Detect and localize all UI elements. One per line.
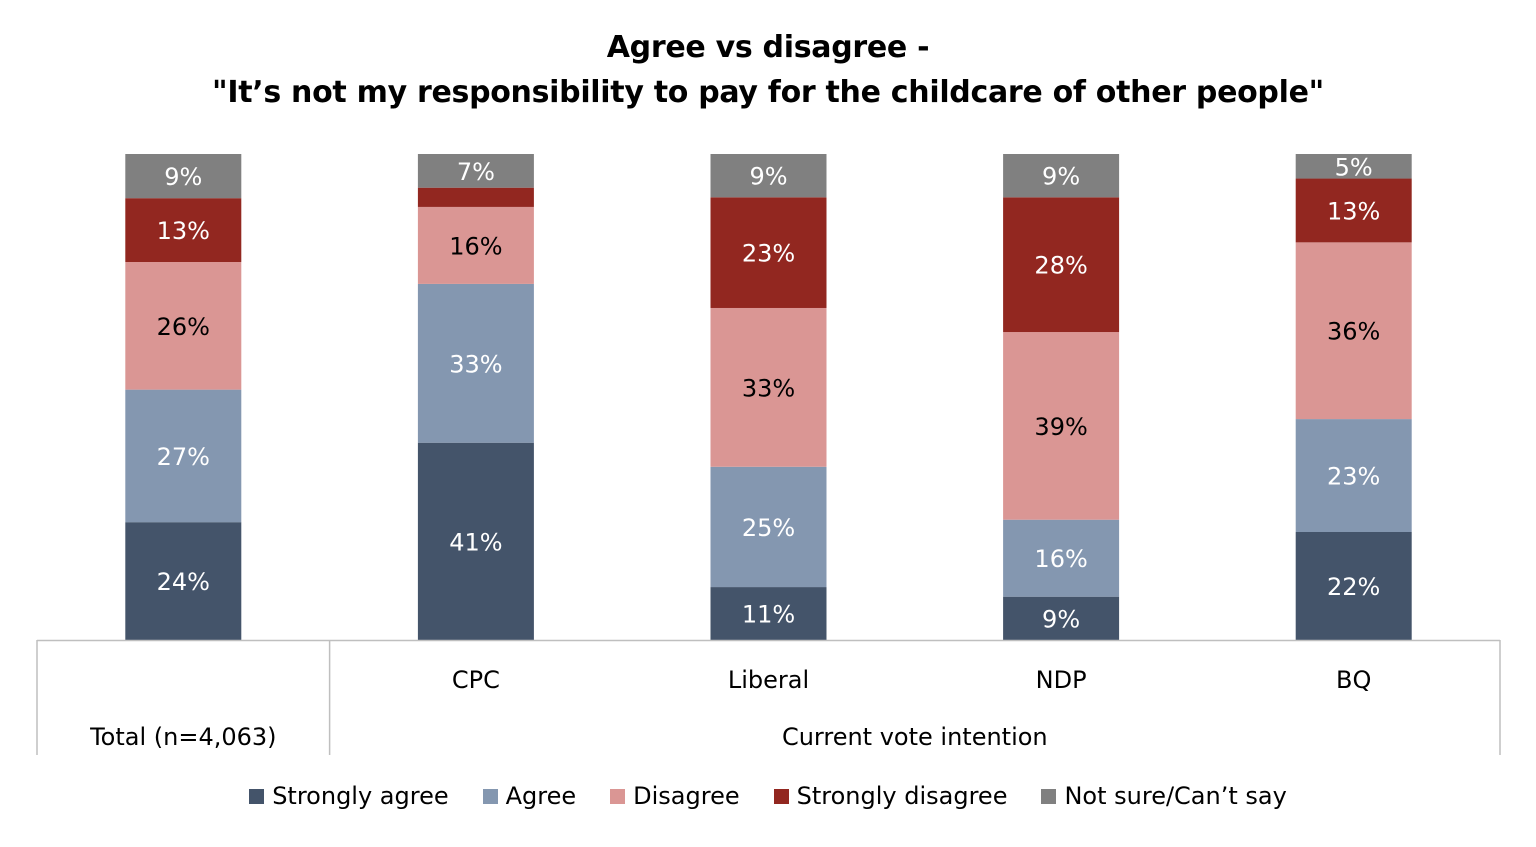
bar-segment-strongly-agree-2 [710,587,827,640]
legend-swatch [249,788,265,804]
bar-segment-strongly-disagree-0 [125,198,242,262]
bar-segment-disagree-2 [710,307,827,467]
data-label: 33% [742,374,795,402]
bar-segment-strongly-agree-3 [1003,596,1120,640]
bar-segment-strongly-agree-1 [417,442,534,640]
data-label: 23% [1327,463,1380,491]
data-label: 13% [1327,197,1380,225]
data-label: 9% [1042,605,1080,633]
x-tick-label: CPC [452,666,500,694]
bar-segment-strongly-disagree-4 [1295,178,1412,243]
legend-label: Not sure/Can’t say [1064,782,1287,810]
data-label: 28% [1034,252,1087,280]
data-label: 24% [157,568,210,596]
bar-segment-not-sure-can-t-say-0 [125,154,242,199]
bar-segment-strongly-agree-0 [125,522,242,640]
bar-segment-not-sure-can-t-say-4 [1295,154,1412,179]
data-label: 16% [1034,545,1087,573]
data-label: 23% [742,240,795,268]
bar-segment-agree-0 [125,389,242,523]
bar-segment-not-sure-can-t-say-2 [710,154,827,198]
data-label: 25% [742,514,795,542]
data-label: 36% [1327,318,1380,346]
bar-segment-agree-3 [1003,519,1120,597]
legend-swatch [773,788,789,804]
chart-title-line2: "It’s not my responsibility to pay for t… [212,75,1324,110]
data-label: 9% [164,163,202,191]
bar-segment-not-sure-can-t-say-3 [1003,154,1120,198]
x-tick-label: Liberal [728,666,809,694]
bar-segment-agree-2 [710,466,827,588]
bar-segment-disagree-3 [1003,332,1120,520]
legend-label: Strongly agree [272,782,449,810]
bar-segment-disagree-1 [417,206,534,284]
bar-segment-strongly-disagree-3 [1003,197,1120,333]
x-tick-label: BQ [1336,666,1371,694]
bar-segment-disagree-4 [1295,242,1412,420]
data-label: 11% [742,601,795,629]
legend-item: Agree [482,782,577,810]
legend-swatch [1041,788,1057,804]
bar-segment-agree-4 [1295,419,1412,532]
bar-segment-not-sure-can-t-say-1 [417,154,534,188]
legend-item: Strongly disagree [773,782,1008,810]
legend-item: Strongly agree [249,782,449,810]
x-tick-label: Total (n=4,063) [89,723,276,751]
data-label: 26% [157,313,210,341]
legend-swatch [482,788,498,804]
data-label: 16% [449,232,502,260]
chart-legend: Strongly agree Agree Disagree Strongly disa… [0,782,1536,810]
chart-title-line1: Agree vs disagree - [606,30,930,65]
bar-segment-strongly-agree-4 [1295,532,1412,640]
data-label: 9% [749,163,787,191]
data-label: 27% [157,443,210,471]
data-label: 13% [157,217,210,245]
x-group-label: Current vote intention [782,723,1048,751]
bar-segment-strongly-disagree-1 [417,187,534,207]
data-label: 39% [1034,413,1087,441]
bar-segment-disagree-0 [125,262,242,390]
bar-segment-strongly-disagree-2 [710,197,827,308]
data-label: 22% [1327,573,1380,601]
data-label: 33% [449,350,502,378]
legend-label: Strongly disagree [796,782,1008,810]
legend-label: Agree [505,782,577,810]
data-label: 5% [1335,153,1373,181]
legend-item: Disagree [610,782,740,810]
data-label: 9% [1042,163,1080,191]
legend-swatch [610,788,626,804]
legend-label: Disagree [633,782,740,810]
bar-segment-agree-1 [417,283,534,443]
x-tick-label: NDP [1036,666,1087,694]
data-label: 41% [449,528,502,556]
data-label: 7% [457,158,495,186]
legend-item: Not sure/Can’t say [1041,782,1287,810]
